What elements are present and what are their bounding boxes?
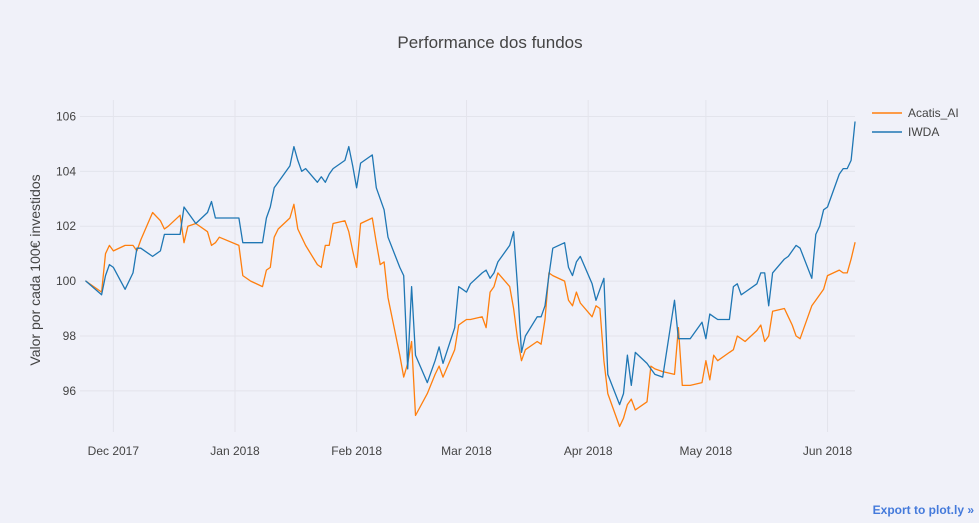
y-tick-label: 98 [63, 329, 77, 343]
x-tick-label: Jun 2018 [803, 444, 853, 458]
y-axis-ticks: 96 98 100 102 104 106 [56, 109, 76, 397]
series-line-acatis-ai [85, 203, 856, 428]
series-line-iwda [85, 121, 856, 406]
x-tick-label: Jan 2018 [210, 444, 260, 458]
chart-title: Performance dos fundos [397, 33, 582, 52]
y-tick-label: 104 [56, 164, 76, 178]
x-axis-ticks: Dec 2017 Jan 2018 Feb 2018 Mar 2018 Apr 2018… [88, 444, 853, 458]
x-tick-label: Dec 2017 [88, 444, 140, 458]
grid-lines [80, 100, 855, 432]
y-tick-label: 100 [56, 274, 76, 288]
x-tick-label: Feb 2018 [331, 444, 382, 458]
series-lines [85, 121, 856, 428]
export-to-plotly-link[interactable]: Export to plot.ly » [872, 503, 974, 517]
y-tick-label: 106 [56, 109, 76, 123]
legend-item-acatis-ai[interactable]: Acatis_AI [872, 106, 959, 120]
y-tick-label: 96 [63, 384, 77, 398]
x-tick-label: Mar 2018 [441, 444, 492, 458]
plot-area [80, 100, 855, 432]
x-tick-label: Apr 2018 [564, 444, 613, 458]
legend-label: IWDA [908, 125, 939, 139]
legend-item-iwda[interactable]: IWDA [872, 125, 939, 139]
y-axis-title: Valor por cada 100€ investidos [27, 174, 43, 365]
y-tick-label: 102 [56, 219, 76, 233]
x-tick-label: May 2018 [680, 444, 733, 458]
legend-label: Acatis_AI [908, 106, 959, 120]
legend[interactable]: Acatis_AI IWDA [872, 106, 959, 139]
